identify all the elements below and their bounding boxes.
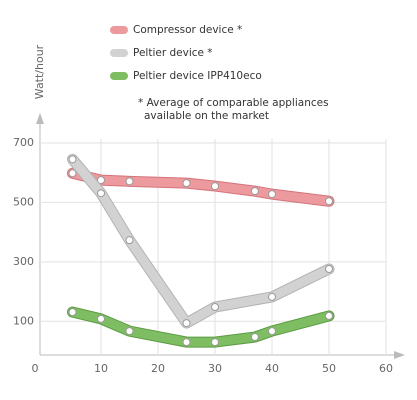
point: [268, 327, 276, 336]
point: [97, 189, 105, 198]
point: [211, 303, 219, 312]
point: [125, 236, 134, 245]
note-line: * Average of comparable appliances: [138, 97, 329, 109]
x-axis-arrow: [394, 351, 405, 359]
point: [325, 197, 333, 206]
point: [268, 190, 276, 199]
point: [68, 155, 77, 164]
point: [250, 333, 259, 342]
point: [250, 187, 259, 196]
note-line: available on the market: [144, 110, 269, 122]
point: [68, 308, 77, 317]
point: [325, 264, 333, 273]
point: [182, 319, 191, 328]
point: [268, 292, 276, 301]
point: [97, 314, 105, 323]
y-tick-label: 100: [13, 314, 34, 327]
x-tick-label: 10: [94, 362, 108, 375]
legend-label: Peltier device *: [133, 47, 213, 59]
point: [125, 327, 134, 336]
point: [211, 182, 219, 191]
point: [325, 311, 333, 320]
point: [125, 177, 134, 186]
y-tick-label: 500: [13, 195, 34, 208]
y-axis-arrow: [36, 113, 44, 124]
point: [182, 179, 191, 188]
point: [211, 338, 219, 347]
x-tick-label: 60: [379, 362, 393, 375]
x-tick-label: 30: [208, 362, 222, 375]
y-tick-label: 700: [13, 136, 34, 149]
y-tick-label: 300: [13, 255, 34, 268]
x-tick-label: 0: [32, 362, 39, 375]
point: [68, 169, 77, 178]
point: [97, 176, 105, 185]
y-axis-label: Watt/hour: [33, 44, 46, 99]
legend-label: Compressor device *: [133, 24, 242, 36]
x-tick-label: 50: [322, 362, 336, 375]
point: [182, 338, 191, 347]
x-tick-label: 40: [265, 362, 279, 375]
legend-label: Peltier device IPP410eco: [133, 70, 262, 82]
series-line: [68, 168, 334, 206]
x-tick-label: 20: [151, 362, 165, 375]
